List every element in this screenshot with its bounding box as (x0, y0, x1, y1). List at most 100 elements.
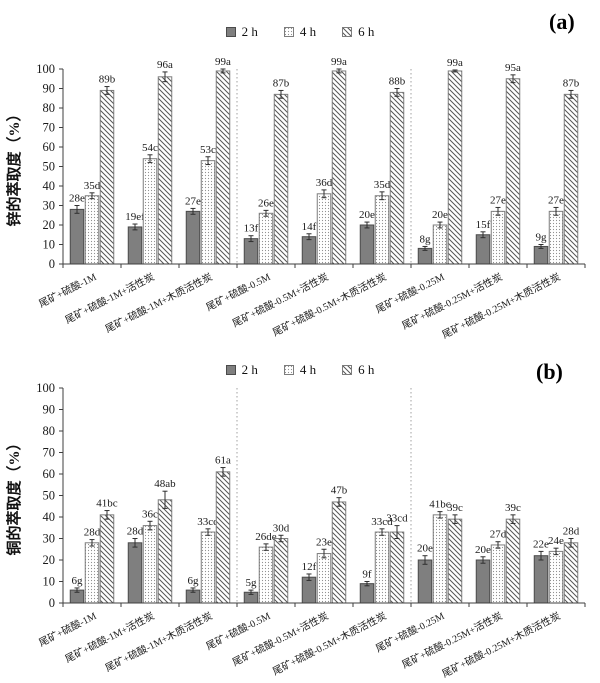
y-tick-label: 80 (43, 101, 56, 115)
y-tick-label: 10 (43, 575, 56, 589)
bar-value-label: 27d (490, 529, 507, 541)
bar-6h (331, 70, 347, 265)
category-label: 尾矿+硫酸-0.25M+活性炭 (400, 609, 505, 671)
y-tick-label: 20 (43, 218, 56, 232)
bar-6h (273, 538, 289, 604)
bar-6h (505, 518, 521, 604)
bar-4h (316, 193, 332, 265)
y-tick-label: 100 (36, 381, 55, 395)
legend-panel-a: 2 h 4 h 6 h (0, 24, 600, 40)
legend-swatch-rect (225, 364, 236, 375)
bar-value-label: 24e (548, 535, 564, 547)
bar-value-label: 35d (84, 180, 101, 192)
y-tick-label: 50 (43, 489, 56, 503)
bar-value-label: 14f (302, 221, 317, 233)
legend-label: 4 h (299, 362, 317, 377)
category-label: 尾矿+硫酸-0.5M+活性炭 (230, 270, 330, 330)
legend-label: 2 h (241, 24, 258, 39)
bar-6h (447, 518, 463, 604)
bar-value-label: 27e (185, 195, 201, 207)
bar-value-label: 33cd (371, 516, 393, 528)
bar-value-label: 20e (359, 209, 375, 221)
bar-2h (533, 245, 549, 265)
category-label: 尾矿+硫酸-0.5M+活性炭 (230, 609, 330, 669)
y-tick-label: 80 (43, 424, 56, 438)
bar-6h (215, 70, 231, 265)
panel-b-label: (b) (536, 359, 563, 384)
bar-4h (548, 210, 564, 265)
bar-value-label: 22e (533, 538, 549, 550)
bar-value-label: 33cd (197, 516, 219, 528)
y-tick-label: 90 (43, 403, 56, 417)
bar-value-label: 20e (475, 544, 491, 556)
y-tick-label: 40 (43, 179, 56, 193)
bar-value-label: 39c (447, 502, 463, 514)
bar-4h (258, 212, 274, 265)
legend-item-6h: 6 h (342, 362, 374, 378)
legend-swatch-diagonal-icon (342, 364, 353, 375)
bar-value-label: 48ab (154, 478, 176, 490)
bar-2h (533, 555, 549, 604)
y-tick-label: 60 (43, 140, 56, 154)
legend-item-6h: 6 h (342, 24, 374, 40)
legend-label: 6 h (358, 362, 375, 377)
bar-value-label: 20e (417, 543, 433, 555)
legend-label: 6 h (358, 24, 375, 39)
bar-4h (200, 531, 216, 604)
bar-value-label: 41bc (96, 498, 118, 510)
bar-value-label: 87b (563, 77, 580, 89)
bar-2h (243, 238, 259, 265)
bar-4h (84, 542, 100, 604)
y-axis-title: 铜的萃取度（%） (5, 435, 23, 555)
y-axis-title: 锌的萃取度（%） (5, 106, 23, 226)
bar-4h (374, 195, 390, 265)
bar-2h (127, 542, 143, 604)
bar-2h (475, 234, 491, 265)
legend-swatch-rect (342, 26, 353, 37)
y-tick-label: 40 (43, 510, 56, 524)
bar-value-label: 27e (548, 194, 564, 206)
bar-value-label: 35d (374, 179, 391, 191)
y-tick-label: 90 (43, 82, 56, 96)
legend-swatch-rect (283, 26, 294, 37)
legend-swatch-solid-gray-icon (225, 364, 236, 375)
bar-value-label: 30d (273, 522, 290, 534)
legend-item-4h: 4 h (283, 24, 316, 40)
y-tick-label: 10 (43, 238, 56, 252)
category-label: 尾矿+硫酸-1M+木质活性炭 (103, 270, 215, 335)
category-label: 尾矿+硫酸-0.25M+活性炭 (400, 270, 505, 332)
legend-swatch-diagonal-icon (342, 26, 353, 37)
bar-4h (258, 546, 274, 604)
bar-value-label: 13f (244, 223, 259, 235)
bar-value-label: 33cd (386, 513, 408, 525)
panel-a-label: (a) (549, 9, 575, 34)
bar-6h (157, 76, 173, 265)
bar-6h (99, 89, 115, 265)
bar-4h (432, 514, 448, 604)
bar-value-label: 99a (447, 57, 463, 69)
legend-item-2h: 2 h (225, 362, 258, 378)
bar-6h (157, 499, 173, 604)
bar-value-label: 12f (302, 561, 317, 573)
bar-2h (127, 226, 143, 265)
legend-swatch-rect (225, 26, 236, 37)
panel-b: 6g 28d 6g 5g 12f 9f 20e 20e 22e 28d 36c 33cd 26de 23e… (5, 381, 586, 680)
bar-4h (374, 531, 390, 604)
bar-6h (331, 501, 347, 604)
bar-value-label: 6g (72, 575, 84, 587)
bar-value-label: 27e (490, 194, 506, 206)
bar-value-label: 41bc (429, 499, 451, 511)
bar-value-label: 99a (331, 56, 347, 68)
bar-value-label: 9f (362, 569, 372, 581)
bar-value-label: 19ef (125, 211, 145, 223)
bar-6h (273, 93, 289, 265)
legend-swatch-rect (342, 364, 353, 375)
bar-6h (389, 531, 405, 604)
legend-swatch-dots-icon (283, 364, 294, 375)
bar-value-label: 99a (215, 56, 231, 68)
bar-value-label: 96a (157, 59, 173, 71)
bar-value-label: 36d (316, 177, 333, 189)
bar-value-label: 89b (99, 74, 116, 86)
